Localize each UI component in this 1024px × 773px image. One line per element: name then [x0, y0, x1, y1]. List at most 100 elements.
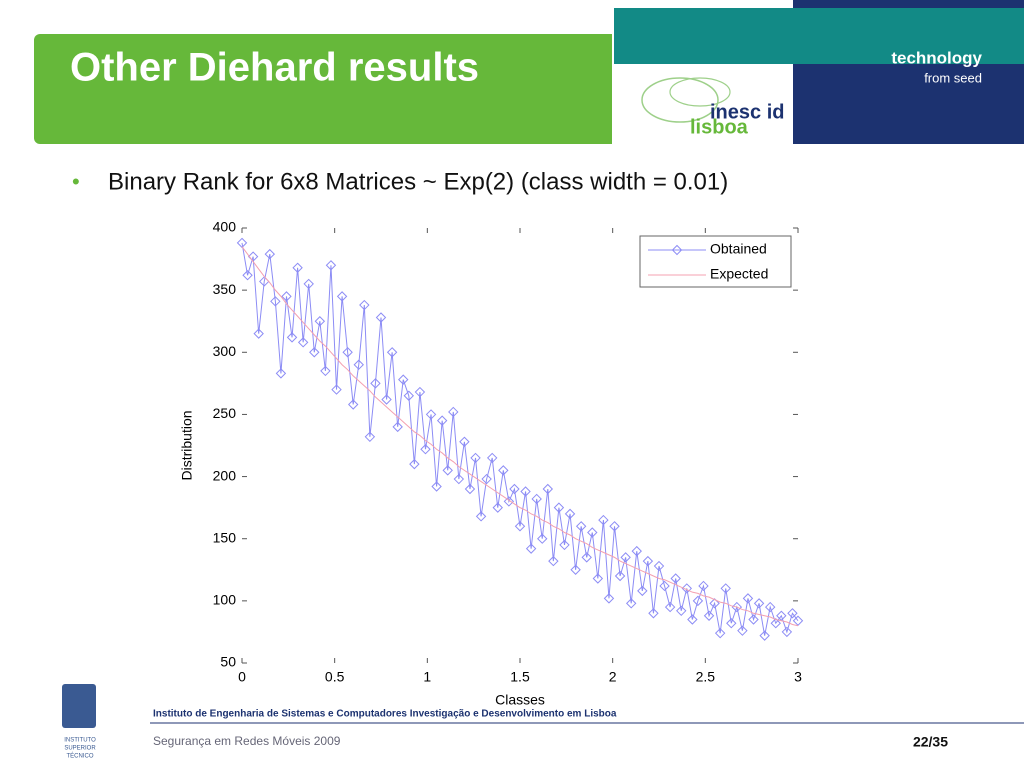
marker: [331, 384, 342, 395]
marker: [303, 278, 314, 290]
marker: [748, 614, 759, 625]
y-tick-label: 300: [213, 343, 237, 359]
marker: [525, 543, 537, 554]
x-tick-label: 0: [238, 669, 246, 685]
legend-label: Obtained: [710, 241, 767, 257]
marker: [448, 406, 459, 418]
marker: [753, 598, 765, 609]
marker: [270, 296, 281, 307]
course: Segurança em Redes Móveis 2009: [153, 734, 341, 748]
marker: [653, 560, 665, 572]
y-axis-label: Distribution: [179, 410, 195, 480]
page-number: 22/35: [913, 734, 948, 750]
legend-marker: [671, 244, 683, 256]
marker: [625, 598, 637, 609]
marker: [442, 465, 453, 476]
marker: [703, 610, 715, 621]
y-tick-label: 150: [213, 529, 237, 545]
marker: [486, 452, 498, 464]
marker: [687, 614, 698, 625]
marker: [726, 618, 737, 629]
slide-title: Other Diehard results: [70, 46, 479, 90]
marker: [514, 521, 526, 532]
marker: [676, 605, 687, 617]
x-tick-label: 0.5: [325, 669, 345, 685]
marker: [253, 328, 264, 339]
marker: [787, 608, 798, 619]
marker: [364, 431, 376, 443]
marker: [537, 533, 548, 544]
marker: [359, 299, 370, 311]
marker: [503, 496, 515, 507]
marker: [542, 483, 554, 495]
marker: [631, 545, 642, 557]
marker: [292, 262, 303, 273]
ist-text: SUPERIOR: [64, 746, 96, 752]
teal-band: [614, 8, 1024, 64]
marker: [681, 583, 693, 594]
marker: [325, 260, 337, 271]
marker: [398, 374, 409, 385]
legend-label: Expected: [710, 266, 768, 282]
subtagline: from seed: [924, 70, 982, 85]
marker: [381, 394, 392, 405]
marker: [403, 390, 415, 401]
y-tick-label: 250: [213, 405, 237, 421]
marker: [436, 415, 448, 426]
x-tick-label: 2: [609, 669, 617, 685]
marker: [720, 583, 731, 594]
marker: [587, 527, 598, 538]
marker: [275, 368, 287, 379]
marker: [764, 601, 776, 613]
marker: [336, 291, 348, 302]
logo-text: inesc id: [710, 101, 784, 123]
marker: [714, 627, 726, 639]
marker: [564, 508, 576, 520]
marker: [770, 618, 781, 629]
marker: [559, 539, 570, 551]
logo-swirl: [669, 77, 731, 107]
chart: 50 100 150 200 250 300 350 400 0 0.5 1 1.5 2 2.5 3 Clas…: [179, 219, 804, 708]
marker: [464, 483, 476, 495]
marker: [375, 312, 387, 323]
marker: [620, 552, 631, 563]
marker: [570, 564, 581, 575]
marker: [531, 493, 542, 505]
marker: [370, 378, 381, 389]
marker: [548, 555, 559, 567]
marker: [498, 465, 509, 476]
marker: [709, 598, 720, 609]
plot-area: [242, 228, 798, 663]
marker: [481, 473, 492, 485]
x-tick-label: 2.5: [696, 669, 716, 685]
marker: [642, 555, 654, 567]
marker: [264, 248, 276, 260]
marker: [297, 337, 309, 348]
marker: [386, 347, 398, 358]
ist-text: INSTITUTO: [64, 738, 96, 744]
marker: [286, 332, 298, 343]
marker: [309, 347, 320, 358]
x-axis-label: Classes: [495, 692, 545, 708]
marker: [509, 483, 520, 495]
x-tick-label: 1: [423, 669, 431, 685]
y-tick-label: 400: [213, 219, 237, 235]
marker: [475, 511, 487, 522]
marker: [609, 521, 620, 532]
marker: [353, 359, 364, 370]
marker: [520, 486, 531, 497]
marker: [281, 291, 292, 302]
y-tick-label: 100: [213, 592, 237, 608]
x-tick-label: 3: [794, 669, 802, 685]
y-tick-label: 350: [213, 281, 237, 297]
y-tick-label: 50: [220, 654, 236, 670]
marker: [342, 347, 353, 358]
marker: [553, 502, 565, 513]
ist-logo: [62, 684, 96, 728]
marker: [598, 514, 609, 526]
marker: [737, 625, 748, 636]
marker: [431, 481, 442, 492]
bullet-text: Binary Rank for 6x8 Matrices ~ Exp(2) (c…: [108, 168, 728, 195]
